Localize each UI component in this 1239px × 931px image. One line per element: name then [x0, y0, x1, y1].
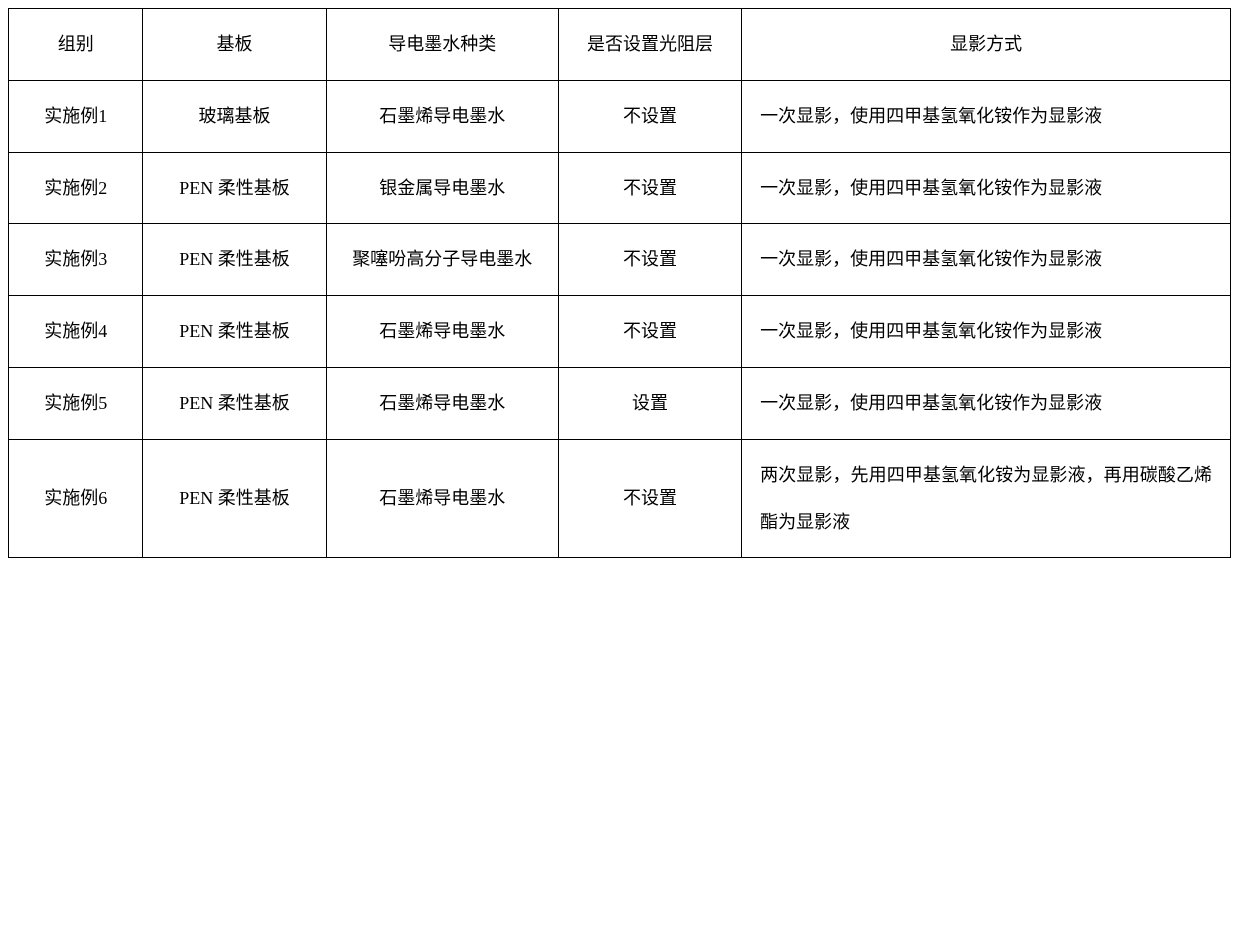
cell-develop-method: 两次显影，先用四甲基氢氧化铵为显影液，再用碳酸乙烯酯为显影液	[742, 439, 1231, 558]
cell-photoresist: 不设置	[558, 296, 741, 368]
header-group: 组别	[9, 9, 143, 81]
table-row: 实施例1 玻璃基板 石墨烯导电墨水 不设置 一次显影，使用四甲基氢氧化铵作为显影…	[9, 80, 1231, 152]
header-photoresist: 是否设置光阻层	[558, 9, 741, 81]
cell-substrate: PEN 柔性基板	[143, 296, 326, 368]
cell-substrate: 玻璃基板	[143, 80, 326, 152]
cell-group: 实施例3	[9, 224, 143, 296]
cell-develop-method: 一次显影，使用四甲基氢氧化铵作为显影液	[742, 296, 1231, 368]
header-develop-method: 显影方式	[742, 9, 1231, 81]
cell-develop-method: 一次显影，使用四甲基氢氧化铵作为显影液	[742, 224, 1231, 296]
cell-group: 实施例2	[9, 152, 143, 224]
cell-group: 实施例4	[9, 296, 143, 368]
cell-develop-method: 一次显影，使用四甲基氢氧化铵作为显影液	[742, 152, 1231, 224]
cell-group: 实施例5	[9, 367, 143, 439]
cell-develop-method: 一次显影，使用四甲基氢氧化铵作为显影液	[742, 80, 1231, 152]
cell-photoresist: 设置	[558, 367, 741, 439]
cell-photoresist: 不设置	[558, 224, 741, 296]
cell-substrate: PEN 柔性基板	[143, 439, 326, 558]
table-body: 实施例1 玻璃基板 石墨烯导电墨水 不设置 一次显影，使用四甲基氢氧化铵作为显影…	[9, 80, 1231, 558]
cell-develop-method: 一次显影，使用四甲基氢氧化铵作为显影液	[742, 367, 1231, 439]
cell-photoresist: 不设置	[558, 152, 741, 224]
table-row: 实施例2 PEN 柔性基板 银金属导电墨水 不设置 一次显影，使用四甲基氢氧化铵…	[9, 152, 1231, 224]
cell-substrate: PEN 柔性基板	[143, 367, 326, 439]
cell-group: 实施例1	[9, 80, 143, 152]
cell-ink-type: 石墨烯导电墨水	[326, 367, 558, 439]
experiments-table: 组别 基板 导电墨水种类 是否设置光阻层 显影方式 实施例1 玻璃基板 石墨烯导…	[8, 8, 1231, 558]
header-substrate: 基板	[143, 9, 326, 81]
table-header-row: 组别 基板 导电墨水种类 是否设置光阻层 显影方式	[9, 9, 1231, 81]
table-row: 实施例3 PEN 柔性基板 聚噻吩高分子导电墨水 不设置 一次显影，使用四甲基氢…	[9, 224, 1231, 296]
cell-group: 实施例6	[9, 439, 143, 558]
cell-substrate: PEN 柔性基板	[143, 224, 326, 296]
cell-ink-type: 石墨烯导电墨水	[326, 80, 558, 152]
cell-ink-type: 聚噻吩高分子导电墨水	[326, 224, 558, 296]
table-row: 实施例6 PEN 柔性基板 石墨烯导电墨水 不设置 两次显影，先用四甲基氢氧化铵…	[9, 439, 1231, 558]
cell-substrate: PEN 柔性基板	[143, 152, 326, 224]
table-row: 实施例5 PEN 柔性基板 石墨烯导电墨水 设置 一次显影，使用四甲基氢氧化铵作…	[9, 367, 1231, 439]
header-ink-type: 导电墨水种类	[326, 9, 558, 81]
cell-ink-type: 石墨烯导电墨水	[326, 439, 558, 558]
table-row: 实施例4 PEN 柔性基板 石墨烯导电墨水 不设置 一次显影，使用四甲基氢氧化铵…	[9, 296, 1231, 368]
cell-ink-type: 石墨烯导电墨水	[326, 296, 558, 368]
cell-photoresist: 不设置	[558, 439, 741, 558]
cell-photoresist: 不设置	[558, 80, 741, 152]
cell-ink-type: 银金属导电墨水	[326, 152, 558, 224]
